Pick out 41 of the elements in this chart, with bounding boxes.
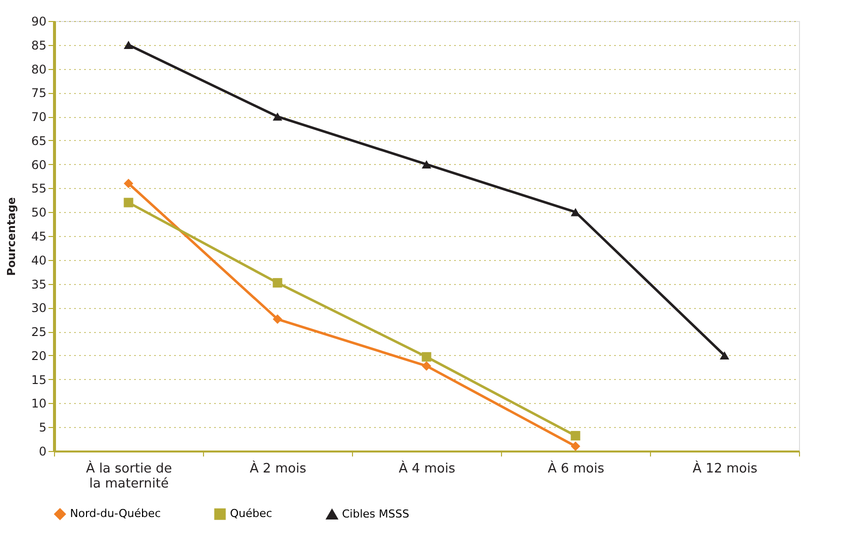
- point: [124, 178, 134, 188]
- point: [124, 40, 134, 49]
- y-tick-label: 25: [31, 325, 46, 340]
- y-axis-title: Pourcentage: [5, 197, 18, 276]
- y-tick-label: 70: [31, 110, 46, 124]
- point: [720, 351, 730, 360]
- point: [272, 314, 282, 324]
- x-tick-label: À 2 mois: [250, 460, 306, 476]
- point: [272, 278, 282, 288]
- legend-label: Québec: [230, 507, 272, 520]
- y-tick-label: 35: [31, 277, 46, 292]
- x-tick-label: À 4 mois: [398, 460, 456, 476]
- x-tick-label: À 12 mois: [692, 460, 758, 476]
- y-tick-label: 90: [31, 14, 46, 28]
- y-tick-label: 20: [31, 348, 46, 363]
- point: [570, 208, 580, 216]
- point: [422, 361, 432, 371]
- x-tick-label: À la sortie de la maternité: [86, 460, 172, 492]
- y-tick-label: 0: [38, 444, 46, 458]
- y-tick-label: 5: [38, 420, 46, 435]
- y-tick-label: 40: [31, 253, 46, 268]
- legend-label: Nord-du-Québec: [70, 507, 161, 520]
- y-tick-label: 55: [31, 182, 46, 196]
- y-tick-label: 30: [31, 301, 46, 316]
- point: [124, 198, 134, 208]
- y-tick-label: 75: [31, 86, 46, 100]
- y-tick-label: 10: [31, 396, 46, 411]
- point: [272, 112, 282, 121]
- y-tick-label: 80: [31, 62, 46, 76]
- y-tick-label: 45: [31, 230, 46, 244]
- legend-label: Cibles MSSS: [342, 507, 410, 520]
- y-tick-label: 65: [31, 134, 46, 148]
- point: [422, 352, 432, 362]
- y-tick-label: 85: [31, 38, 46, 52]
- x-tick-label: À 6 mois: [548, 460, 604, 476]
- y-tick-label: 50: [31, 206, 46, 220]
- y-tick-label: 60: [31, 158, 46, 172]
- point: [422, 160, 432, 168]
- y-tick-label: 15: [31, 372, 46, 387]
- point: [570, 430, 580, 440]
- point: [570, 441, 580, 451]
